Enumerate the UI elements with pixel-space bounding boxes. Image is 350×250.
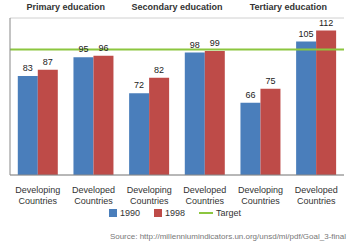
svg-text:87: 87	[43, 57, 53, 67]
html-text:Source: http://millenniumindic: Source: http://millenniumindicators.un.o…	[109, 232, 346, 241]
html-text:Secondary education: Secondary education	[131, 2, 223, 12]
html-text:1998: 1998	[165, 208, 185, 218]
svg-text:66: 66	[245, 90, 255, 100]
svg-text:75: 75	[265, 76, 275, 86]
html-text:Primary education: Primary education	[26, 2, 105, 12]
svg-text:82: 82	[154, 65, 164, 75]
html-text:Target: Target	[216, 208, 241, 218]
svg-text:DevelopingCountries: DevelopingCountries	[127, 185, 172, 205]
html-text:1990: 1990	[120, 208, 140, 218]
html-text:Tertiary education: Tertiary education	[249, 2, 327, 12]
svg-text:96: 96	[98, 43, 108, 53]
svg-text:95: 95	[78, 44, 88, 54]
svg-text:DevelopingCountries: DevelopingCountries	[238, 185, 283, 205]
svg-text:112: 112	[319, 18, 333, 28]
svg-text:DevelopedCountries: DevelopedCountries	[183, 185, 226, 205]
svg-text:83: 83	[23, 63, 33, 73]
svg-text:DevelopedCountries: DevelopedCountries	[295, 185, 338, 205]
svg-text:98: 98	[190, 40, 200, 50]
svg-text:105: 105	[299, 29, 314, 39]
svg-text:72: 72	[134, 80, 144, 90]
svg-text:99: 99	[210, 38, 220, 48]
svg-text:DevelopedCountries: DevelopedCountries	[72, 185, 115, 205]
svg-text:DevelopingCountries: DevelopingCountries	[15, 185, 60, 205]
